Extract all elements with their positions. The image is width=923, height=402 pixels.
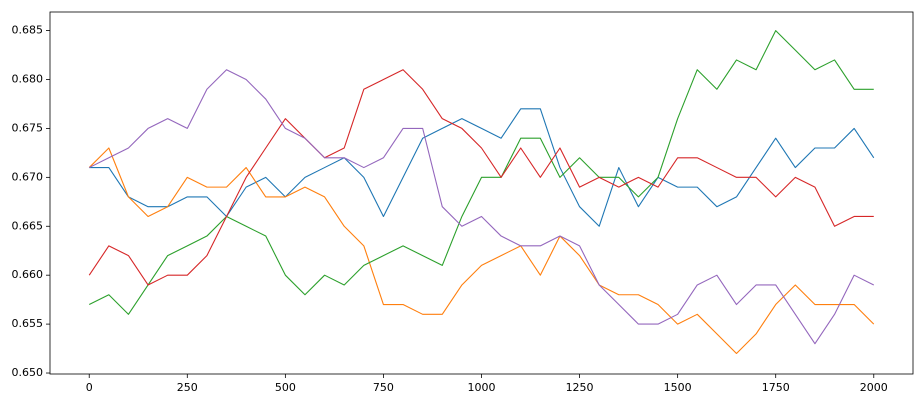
y-tick-label: 0.670 xyxy=(12,170,44,183)
y-tick-label: 0.680 xyxy=(12,73,44,86)
x-tick-label: 500 xyxy=(275,381,296,394)
plot-frame xyxy=(49,11,914,375)
series-line xyxy=(88,30,874,315)
x-tick-label: 1750 xyxy=(762,381,790,394)
series-line xyxy=(88,69,874,286)
series-line xyxy=(88,69,875,345)
x-tick-label: 1250 xyxy=(566,381,594,394)
x-tick-label: 250 xyxy=(177,381,198,394)
y-tick-label: 0.660 xyxy=(12,268,44,281)
x-tick-label: 1000 xyxy=(468,381,496,394)
x-tick-label: 750 xyxy=(373,381,394,394)
x-tick-label: 2000 xyxy=(860,381,888,394)
y-tick-label: 0.685 xyxy=(12,24,44,37)
x-tick-label: 0 xyxy=(86,381,93,394)
series-line xyxy=(88,147,875,355)
y-tick-label: 0.665 xyxy=(12,219,44,232)
y-tick-label: 0.655 xyxy=(12,317,44,330)
y-tick-label: 0.650 xyxy=(12,366,44,379)
series-line xyxy=(89,108,875,227)
y-tick-label: 0.675 xyxy=(12,121,44,134)
x-tick-label: 1500 xyxy=(664,381,692,394)
